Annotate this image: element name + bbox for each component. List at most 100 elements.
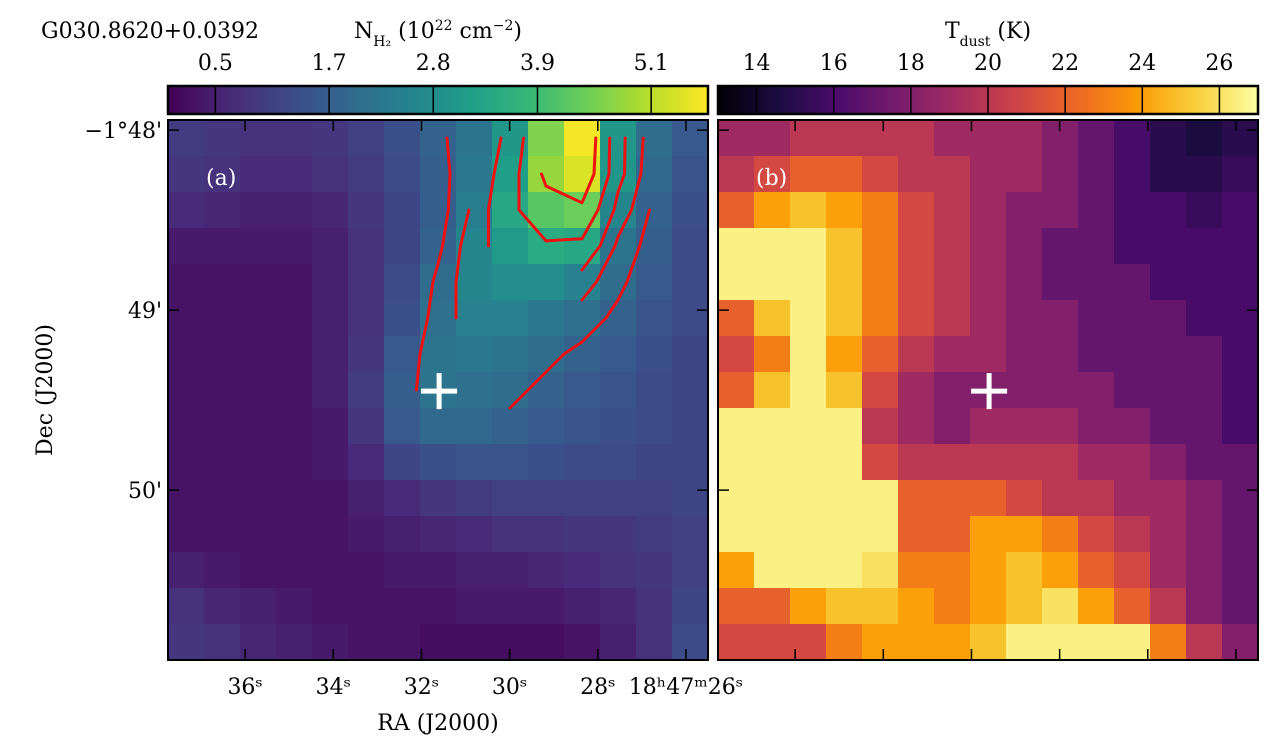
pixel [168, 408, 205, 445]
pixel [456, 192, 493, 229]
pixel [384, 588, 421, 625]
pixel [276, 192, 313, 229]
pixel [420, 552, 457, 589]
pixel [970, 120, 1007, 157]
pixel [1186, 228, 1223, 265]
pixel [240, 192, 277, 229]
pixel [168, 336, 205, 373]
pixel [1042, 372, 1079, 409]
pixel [240, 372, 277, 409]
pixel [1006, 624, 1043, 661]
axes-frame [717, 119, 1259, 661]
pixel [898, 480, 935, 517]
pixel [204, 156, 241, 193]
pixel [898, 444, 935, 481]
pixel [1222, 408, 1259, 445]
pixel [754, 408, 791, 445]
pixel [564, 516, 601, 553]
pixel [312, 300, 349, 337]
pixel [168, 120, 205, 157]
pixel [348, 264, 385, 301]
pixel [204, 192, 241, 229]
pixel [1150, 264, 1187, 301]
pixel [204, 444, 241, 481]
pixel [718, 588, 755, 625]
pixel [672, 624, 709, 661]
pixel [754, 300, 791, 337]
pixel [528, 192, 565, 229]
pixel [312, 372, 349, 409]
pixel [826, 588, 863, 625]
pixel [168, 372, 205, 409]
pixel [970, 300, 1007, 337]
colorbar-tick-label: 26 [1205, 51, 1233, 76]
pixel [1006, 336, 1043, 373]
pixel [672, 264, 709, 301]
pixel [240, 552, 277, 589]
pixel [718, 192, 755, 229]
pixel [636, 552, 673, 589]
pixel [1042, 552, 1079, 589]
pixel [718, 264, 755, 301]
pixel [528, 408, 565, 445]
pixel [1042, 300, 1079, 337]
pixel [312, 444, 349, 481]
pixel [492, 264, 529, 301]
pixel [970, 588, 1007, 625]
pixel [276, 264, 313, 301]
pixel [276, 300, 313, 337]
pixel [1006, 120, 1043, 157]
pixel [240, 300, 277, 337]
pixel [456, 336, 493, 373]
pixel [826, 516, 863, 553]
pixel [672, 120, 709, 157]
pixel [636, 192, 673, 229]
pixel [790, 120, 827, 157]
pixel [1114, 480, 1151, 517]
pixel [718, 624, 755, 661]
label-part: ) [513, 19, 522, 44]
chart-title: G030.8620+0.0392 [41, 19, 259, 44]
pixel [1042, 480, 1079, 517]
pixel [1222, 336, 1259, 373]
pixel [790, 372, 827, 409]
pixel [492, 336, 529, 373]
pixel [168, 480, 205, 517]
pixel [204, 228, 241, 265]
pixel [492, 552, 529, 589]
pixel [1114, 336, 1151, 373]
pixel [384, 624, 421, 661]
pixel [1114, 588, 1151, 625]
pixel [204, 480, 241, 517]
pixel [934, 192, 971, 229]
pixel [934, 156, 971, 193]
pixel [934, 264, 971, 301]
panel-label: (a) [206, 166, 236, 191]
pixel [384, 552, 421, 589]
pixel [898, 228, 935, 265]
pixel [1078, 480, 1115, 517]
pixel [456, 300, 493, 337]
pixel [1150, 408, 1187, 445]
pixel [1042, 192, 1079, 229]
pixel [1186, 552, 1223, 589]
source-marker [971, 373, 1008, 410]
pixel [718, 552, 755, 589]
pixel [564, 552, 601, 589]
pixel [1078, 372, 1115, 409]
pixel [492, 444, 529, 481]
pixel [204, 552, 241, 589]
pixel [276, 588, 313, 625]
pixel [790, 408, 827, 445]
pixel [1150, 588, 1187, 625]
pixel [1150, 228, 1187, 265]
label-part: (10 [391, 19, 435, 44]
pixel [754, 228, 791, 265]
pixel [240, 120, 277, 157]
pixel [672, 300, 709, 337]
pixel [1186, 264, 1223, 301]
pixel [420, 624, 457, 661]
pixel [168, 588, 205, 625]
pixel [1078, 624, 1115, 661]
pixel [826, 264, 863, 301]
